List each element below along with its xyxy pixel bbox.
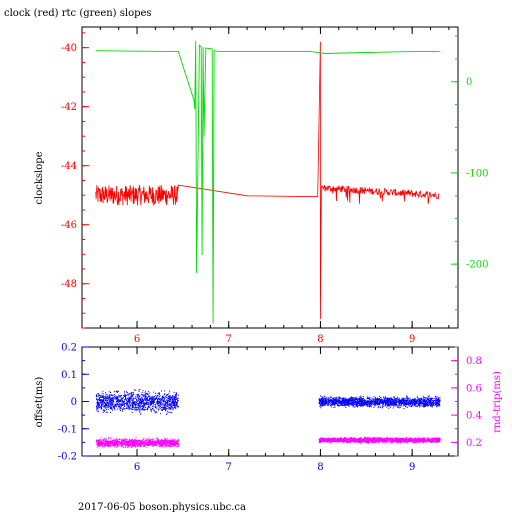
series-offset-points [95, 389, 441, 415]
y2-axis-label: rnd-trip(ms) [492, 371, 503, 433]
y-tick-label: 0.1 [61, 370, 77, 381]
y-tick-label: -44 [61, 161, 77, 172]
y2-tick-label: 0.4 [466, 411, 482, 422]
y2-tick-label: -100 [466, 168, 488, 179]
y-tick-label: -40 [61, 43, 77, 54]
top-panel: 6 7 8 9 -48 -46 -44 -42 -40 -200 -100 0 clockslope [34, 26, 488, 345]
y2-tick-label: 0.6 [466, 383, 482, 394]
bottom-panel: 6 7 8 9 -0.2 -0.1 0 0.1 0.2 0.2 0.4 0.6 0.8 offset(ms… [34, 343, 503, 474]
x-tick-label: 7 [226, 334, 232, 345]
x-tick-label: 8 [317, 462, 323, 473]
x-tick-label: 6 [134, 462, 140, 473]
y-tick-label: -42 [61, 102, 77, 113]
y2-tick-label: 0.2 [466, 438, 482, 449]
y-tick-label: 0 [71, 397, 77, 408]
series-rtc-line [95, 40, 440, 324]
y-tick-label: -0.1 [58, 424, 77, 435]
y-axis-label: clockslope [34, 151, 45, 204]
y2-tick-label: 0 [466, 77, 472, 88]
series-rnd-trip-points [95, 436, 441, 449]
plot-frame [81, 26, 459, 329]
x-tick-label: 6 [134, 334, 140, 345]
y-axis-label: offset(ms) [34, 377, 45, 428]
x-tick-label: 9 [409, 462, 415, 473]
x-tick-label: 9 [409, 334, 415, 345]
x-tick-label: 7 [226, 462, 232, 473]
series-clock-line [95, 41, 440, 320]
y-tick-label: -46 [61, 220, 77, 231]
y2-tick-label: -200 [466, 260, 488, 271]
footer-label: 2017-06-05 boson.physics.ubc.ca [78, 502, 246, 512]
x-tick-label: 8 [317, 334, 323, 345]
y2-tick-label: 0.8 [466, 356, 482, 367]
y-tick-label: -48 [61, 279, 77, 290]
chart-title: clock (red) rtc (green) slopes [4, 8, 152, 19]
y-tick-label: -0.2 [58, 452, 77, 463]
y-tick-label: 0.2 [61, 343, 77, 354]
